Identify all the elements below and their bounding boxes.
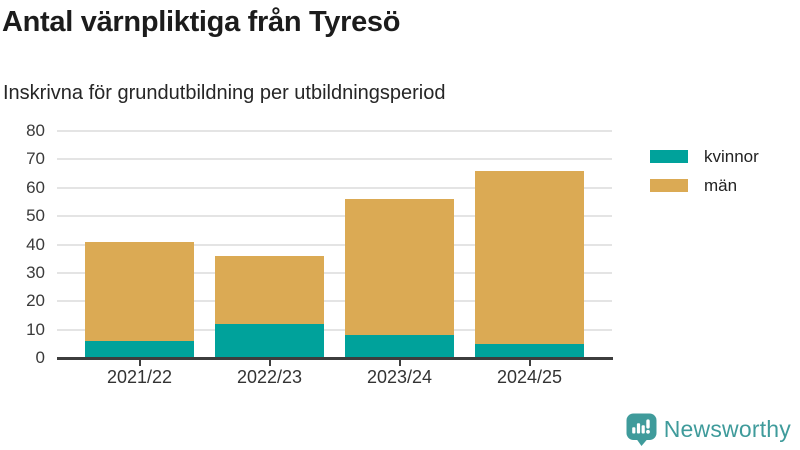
gridline xyxy=(57,271,612,274)
x-axis-tick-label: 2021/22 xyxy=(106,367,173,387)
x-axis-tick-label: 2024/25 xyxy=(496,367,563,387)
legend-label: män xyxy=(704,175,738,195)
y-axis-tick-label: 30 xyxy=(26,262,45,282)
bar-segment-män xyxy=(475,170,584,344)
x-axis-tick xyxy=(398,360,401,366)
legend-swatch xyxy=(650,179,688,192)
branding: Newsworthy xyxy=(626,413,791,446)
x-axis-tick xyxy=(268,360,271,366)
page-title: Antal värnpliktiga från Tyresö xyxy=(2,6,401,38)
newsworthy-logo-icon xyxy=(626,413,657,446)
bar-segment-kvinnor xyxy=(215,323,324,358)
y-axis-tick-label: 70 xyxy=(26,149,45,169)
x-axis-tick-label: 2022/23 xyxy=(236,367,303,387)
plot-area xyxy=(57,130,612,358)
gridline xyxy=(57,243,612,246)
gridline xyxy=(57,186,612,189)
bar-segment-kvinnor xyxy=(475,343,584,358)
bar-segment-kvinnor xyxy=(345,335,454,358)
bar-segment-män xyxy=(85,241,194,341)
legend-label: kvinnor xyxy=(704,146,759,166)
legend-item-kvinnor: kvinnor xyxy=(650,147,759,166)
gridline xyxy=(57,130,612,132)
legend-swatch xyxy=(650,150,688,163)
gridline xyxy=(57,158,612,161)
x-axis-tick xyxy=(528,360,531,366)
y-axis-tick-label: 60 xyxy=(26,177,45,197)
bar-segment-män xyxy=(345,199,454,336)
x-axis-line xyxy=(57,357,613,360)
y-axis-tick-label: 40 xyxy=(26,234,45,254)
gridline xyxy=(57,328,612,331)
gridline xyxy=(57,215,612,218)
y-axis-tick-label: 0 xyxy=(35,348,45,367)
y-axis-tick-label: 50 xyxy=(26,206,45,226)
chart-subtitle: Inskrivna för grundutbildning per utbild… xyxy=(3,82,446,104)
x-axis-tick-label: 2023/24 xyxy=(366,367,433,387)
y-axis-tick-label: 10 xyxy=(26,319,45,339)
bar-segment-kvinnor xyxy=(85,340,194,358)
legend: kvinnor män xyxy=(650,147,759,195)
y-axis-tick-label: 20 xyxy=(26,291,45,311)
branding-name: Newsworthy xyxy=(663,416,791,442)
x-axis-tick xyxy=(138,360,141,366)
y-axis-tick-label: 80 xyxy=(26,121,45,140)
legend-item-mn: män xyxy=(650,176,759,195)
gridline xyxy=(57,300,612,303)
bar-segment-män xyxy=(215,255,324,324)
